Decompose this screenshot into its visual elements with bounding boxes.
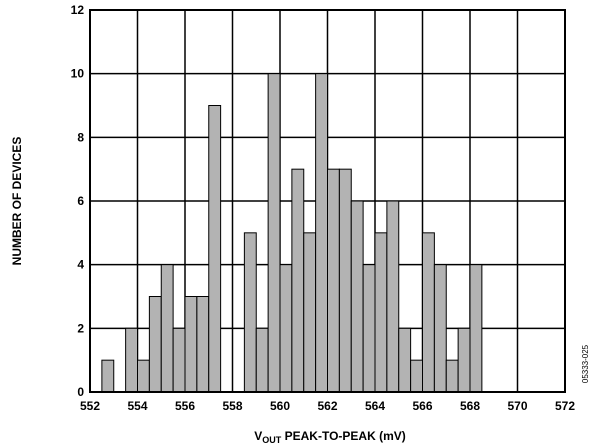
plot-frame [89, 9, 566, 393]
x-tick-label-3: 558 [222, 399, 242, 413]
x-tick-label-1: 554 [127, 399, 147, 413]
histogram-bar-4 [160, 264, 174, 393]
x-tick-label-9: 570 [507, 399, 527, 413]
x-axis-label-main: V [254, 429, 262, 443]
histogram-bar-28 [469, 264, 483, 393]
x-tick-label-2: 556 [175, 399, 195, 413]
y-tick-label-6: 12 [71, 3, 85, 17]
histogram-bar-15 [315, 73, 328, 393]
x-tick-label-4: 560 [270, 399, 290, 413]
y-tick-label-1: 2 [77, 321, 84, 335]
y-tick-label-4: 8 [77, 130, 84, 144]
y-tick-label-0: 0 [77, 385, 84, 399]
histogram-bar-20 [374, 232, 388, 393]
histogram-bar-2 [137, 359, 150, 393]
histogram-bar-23 [410, 359, 423, 393]
histogram-bar-27 [457, 327, 471, 393]
x-axis-label: VOUT PEAK-TO-PEAK (mV) [254, 429, 405, 445]
x-tick-label-8: 568 [460, 399, 480, 413]
figure-watermark: 05333-025 [581, 344, 590, 383]
histogram-bar-0 [101, 359, 115, 393]
y-tick-label-2: 4 [77, 258, 84, 272]
y-tick-label-3: 6 [77, 194, 84, 208]
y-tick-label-5: 10 [71, 67, 85, 81]
histogram-bar-25 [433, 264, 447, 393]
histogram-bar-18 [350, 200, 364, 393]
histogram-bar-3 [148, 296, 162, 393]
x-tick-label-7: 566 [412, 399, 432, 413]
x-axis-label-rest: PEAK-TO-PEAK (mV) [281, 429, 405, 443]
histogram-bar-5 [172, 327, 186, 393]
histogram-bar-14 [303, 232, 317, 393]
x-tick-label-10: 572 [555, 399, 575, 413]
x-tick-label-6: 564 [365, 399, 385, 413]
bar-series [101, 73, 483, 393]
histogram-bar-1 [125, 327, 138, 393]
histogram-bar-21 [386, 200, 400, 393]
histogram-bar-19 [362, 264, 376, 393]
x-tick-label-0: 552 [80, 399, 100, 413]
histogram-bar-10 [255, 327, 269, 393]
histogram-bar-11 [267, 73, 281, 393]
histogram-bar-12 [279, 264, 293, 393]
histogram-bar-24 [422, 232, 435, 393]
histogram-bar-26 [445, 359, 459, 393]
histogram-bar-22 [398, 327, 412, 393]
y-tick-labels: 0 2 4 6 8 10 12 [71, 3, 85, 399]
x-tick-labels: 552 554 556 558 560 562 564 566 568 570 572 [80, 399, 575, 413]
x-tick-label-5: 562 [317, 399, 337, 413]
histogram-bar-7 [196, 296, 210, 393]
histogram-bar-17 [338, 168, 352, 393]
x-axis-label-subscript: OUT [262, 435, 282, 445]
y-axis-label: NUMBER OF DEVICES [10, 137, 24, 266]
histogram-bar-9 [243, 232, 257, 393]
histogram-bar-16 [327, 168, 340, 393]
histogram-bar-6 [184, 296, 198, 393]
histogram-bar-8 [208, 105, 222, 393]
histogram-bar-13 [291, 168, 305, 393]
